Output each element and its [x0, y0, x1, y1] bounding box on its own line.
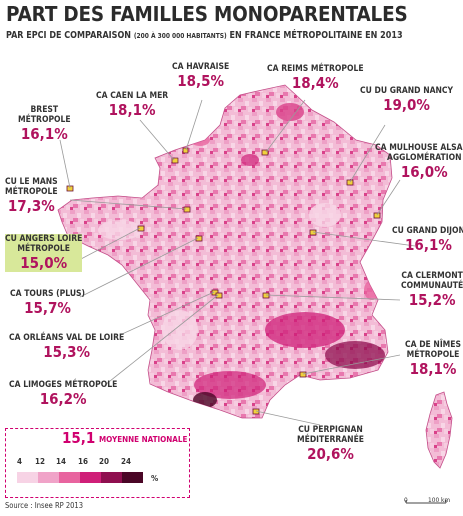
label-nimes-value: 18,1% [409, 360, 457, 378]
legend-swatch [80, 472, 101, 483]
label-dijon-value: 16,1% [405, 236, 452, 254]
label-perpignan-value: 20,6% [307, 445, 354, 463]
page-title: PART DES FAMILLES MONOPARENTALES [6, 2, 408, 26]
legend-average-value: 15,1 [62, 429, 96, 447]
label-nimes-name-1: CA DE NÎMES [405, 340, 462, 350]
marker-reims [261, 149, 269, 156]
france-mainland-shape [57, 84, 393, 419]
marker-clermont [262, 292, 270, 299]
map-dark-zones [98, 103, 385, 408]
scale-zero-label: 0 [404, 496, 408, 504]
label-havraise-value: 18,5% [177, 72, 225, 90]
label-nimes-name-2: MÉTROPOLE [406, 350, 460, 360]
label-caen-value: 18,1% [108, 101, 156, 119]
label-nancy-value: 19,0% [383, 96, 430, 114]
label-perpignan: CU PERPIGNAN MÉDITERRANÉE 20,6% [297, 425, 364, 463]
marker-mulhouse [373, 212, 381, 219]
marker-havraise [182, 147, 189, 154]
source-note: Source : Insee RP 2013 [5, 501, 84, 510]
legend-swatch [101, 472, 122, 483]
label-perpignan-name-2: MÉDITERRANÉE [297, 435, 365, 445]
label-orleans-value: 15,3% [43, 343, 91, 361]
label-angers-value: 15,0% [5, 254, 83, 272]
label-caen-name: CA CAEN LA MER [96, 91, 169, 101]
label-lemans-name-2: MÉTROPOLE [5, 187, 58, 197]
marker-brest [66, 185, 74, 192]
legend-tick: 14 [56, 457, 67, 466]
marker-nimes [299, 371, 307, 378]
marker-limoges [215, 292, 223, 299]
legend-average-label: MOYENNE NATIONALE [99, 435, 188, 444]
label-mulhouse-name-1: CA MULHOUSE ALSACE [375, 143, 463, 153]
legend-swatch [38, 472, 59, 483]
label-tours-value: 15,7% [24, 299, 71, 317]
label-havraise-name: CA HAVRAISE [172, 62, 230, 72]
label-reims-value: 18,4% [291, 74, 339, 92]
legend-tick: 16 [78, 457, 89, 466]
label-reims-name: CA REIMS MÉTROPOLE [267, 64, 364, 74]
legend-tick: 24 [121, 457, 132, 466]
label-nimes: CA DE NÎMES MÉTROPOLE 18,1% [405, 340, 461, 378]
label-mulhouse-name-2: AGGLOMÉRATION [386, 153, 462, 163]
marker-nancy [346, 179, 354, 186]
label-clermont: CA CLERMONT COMMUNAUTÉ 15,2% [401, 271, 463, 309]
marker-caen [171, 157, 179, 164]
corsica-shape [425, 391, 453, 469]
label-clermont-name-2: COMMUNAUTÉ [401, 281, 463, 291]
marker-angers [137, 225, 145, 232]
label-brest-name-2: MÉTROPOLE [18, 115, 71, 125]
label-tours: CA TOURS (PLUS) 15,7% [10, 289, 85, 317]
label-perpignan-name-1: CU PERPIGNAN [298, 425, 363, 435]
legend-tick: 20 [99, 457, 110, 466]
label-angers-name-2: MÉTROPOLE [5, 244, 83, 254]
legend-tick: 12 [35, 457, 46, 466]
label-dijon-name: CU GRAND DIJON [392, 226, 463, 236]
legend-tick: 4 [17, 457, 23, 466]
marker-lemans [183, 206, 191, 213]
label-orleans-name: CA ORLÉANS VAL DE LOIRE [9, 333, 125, 343]
legend-swatch [122, 472, 143, 483]
label-tours-name: CA TOURS (PLUS) [10, 289, 86, 299]
label-angers: CU ANGERS LOIRE MÉTROPOLE 15,0% [5, 234, 83, 272]
scale-bar [405, 500, 447, 504]
label-brest-value: 16,1% [20, 125, 68, 143]
label-clermont-value: 15,2% [408, 291, 456, 309]
label-limoges-value: 16,2% [39, 390, 87, 408]
label-reims: CA REIMS MÉTROPOLE 18,4% [267, 64, 364, 92]
epci-markers [66, 147, 381, 415]
label-brest: BREST MÉTROPOLE 16,1% [18, 105, 71, 143]
label-havraise: CA HAVRAISE 18,5% [172, 62, 229, 90]
label-orleans: CA ORLÉANS VAL DE LOIRE 15,3% [9, 333, 124, 361]
label-caen: CA CAEN LA MER 18,1% [96, 91, 168, 119]
label-limoges: CA LIMOGES MÉTROPOLE 16,2% [9, 380, 117, 408]
page-subtitle: PAR EPCI DE COMPARAISON (200 À 300 000 H… [6, 30, 448, 41]
leader-lines [59, 99, 416, 426]
marker-tours [195, 235, 203, 242]
legend-unit: % [151, 474, 159, 483]
subtitle-part-1: PAR EPCI DE COMPARAISON [6, 30, 132, 41]
subtitle-part-2: EN FRANCE MÉTROPOLITAINE EN 2013 [229, 30, 403, 41]
legend-box [5, 428, 190, 498]
label-lemans-value: 17,3% [7, 197, 55, 215]
label-angers-name-1: CU ANGERS LOIRE [5, 234, 83, 244]
label-clermont-name-1: CA CLERMONT [401, 271, 463, 281]
label-mulhouse: CA MULHOUSE ALSACE AGGLOMÉRATION 16,0% [375, 143, 463, 181]
label-nancy-name: CU DU GRAND NANCY [360, 86, 454, 96]
label-limoges-name: CA LIMOGES MÉTROPOLE [9, 380, 118, 390]
label-brest-name-1: BREST [30, 105, 59, 115]
scale-distance-label: 100 km [428, 496, 451, 504]
label-dijon: CU GRAND DIJON 16,1% [392, 226, 463, 254]
label-nancy: CU DU GRAND NANCY 19,0% [360, 86, 453, 114]
subtitle-part-small: (200 À 300 000 HABITANTS) [133, 32, 227, 40]
label-mulhouse-value: 16,0% [400, 163, 448, 181]
label-lemans: CU LE MANS MÉTROPOLE 17,3% [5, 177, 58, 215]
legend-swatch [17, 472, 38, 483]
label-lemans-name-1: CU LE MANS [5, 177, 58, 187]
legend-swatch [59, 472, 80, 483]
